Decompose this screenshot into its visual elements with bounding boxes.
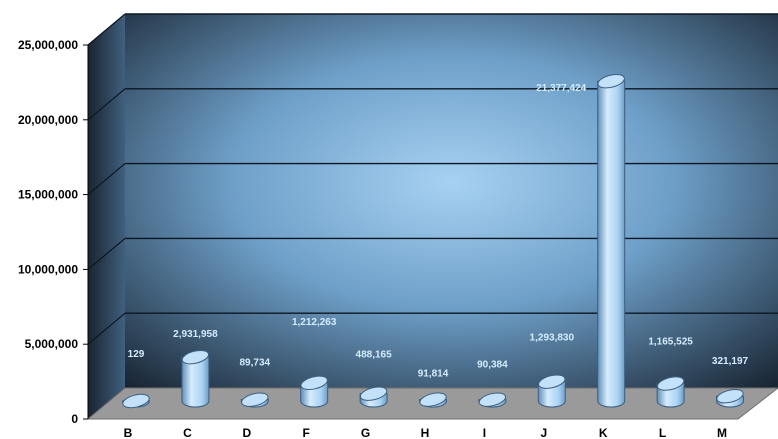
x-tick-label: I [483, 426, 486, 439]
x-tick-label: H [421, 426, 430, 439]
bar-body [597, 80, 626, 408]
y-tick-label: 15,000,000 [18, 188, 78, 202]
bar-top [122, 393, 150, 409]
y-tick-label: 20,000,000 [18, 113, 78, 127]
back-wall [125, 14, 778, 388]
x-tick-label: C [183, 426, 192, 439]
x-tick-label: B [124, 426, 133, 439]
data-label: 90,384 [477, 360, 508, 371]
bar-top [656, 376, 685, 391]
x-tick-label: D [242, 426, 251, 439]
x-tick-label: J [540, 426, 547, 439]
gridlines [87, 13, 778, 345]
bar [359, 386, 388, 408]
x-tick-label: F [303, 426, 310, 439]
bar [478, 392, 507, 408]
data-label: 129 [128, 349, 145, 360]
data-label: 91,814 [418, 369, 449, 380]
bar-top [538, 374, 566, 389]
gridline-side [87, 312, 126, 345]
data-label: 1,165,525 [648, 337, 693, 348]
bar-top [597, 74, 625, 89]
bar [597, 74, 626, 408]
bar-top [478, 392, 507, 407]
side-wall [88, 14, 125, 419]
data-label: 21,377,424 [536, 83, 586, 94]
gridline-side [87, 13, 126, 46]
bar-body [181, 356, 210, 408]
bar [716, 389, 744, 408]
y-tick-label: 10,000,000 [18, 262, 78, 276]
bar [300, 375, 329, 408]
bar [240, 392, 269, 408]
y-tick-label: 25,000,000 [18, 38, 78, 52]
bar [419, 392, 447, 408]
plot-walls [88, 14, 778, 419]
data-label: 89,734 [240, 358, 271, 369]
y-axis: 0 5,000,000 10,000,000 15,000,000 20,000,000… [18, 38, 89, 426]
bar-top [359, 386, 388, 401]
data-label: 321,197 [712, 356, 749, 367]
bar [537, 374, 566, 408]
data-label: 488,165 [356, 350, 393, 361]
bar-series [122, 74, 744, 409]
data-label: 1,293,830 [530, 333, 575, 344]
bar-top [300, 375, 328, 391]
bar-top [419, 392, 447, 407]
x-tick-label: M [717, 426, 727, 439]
gridline-side [87, 163, 126, 196]
bar-top [241, 392, 269, 407]
y-tick-label: 5,000,000 [25, 337, 79, 351]
gridline-side [87, 237, 126, 270]
gridline-side [87, 88, 126, 121]
y-tick-label: 0 [71, 412, 78, 426]
data-label: 2,931,958 [173, 329, 218, 340]
x-tick-label: G [361, 426, 370, 439]
bar [181, 349, 210, 408]
x-tick-label: L [659, 426, 666, 439]
x-tick-label: K [599, 426, 608, 439]
bar-top [716, 389, 744, 404]
bar-top [181, 349, 210, 365]
bar [122, 393, 150, 409]
data-labels: 129 2,931,958 89,734 1,212,263 488,165 91,814… [128, 83, 749, 379]
bar [656, 376, 685, 408]
data-label: 1,212,263 [292, 317, 337, 328]
